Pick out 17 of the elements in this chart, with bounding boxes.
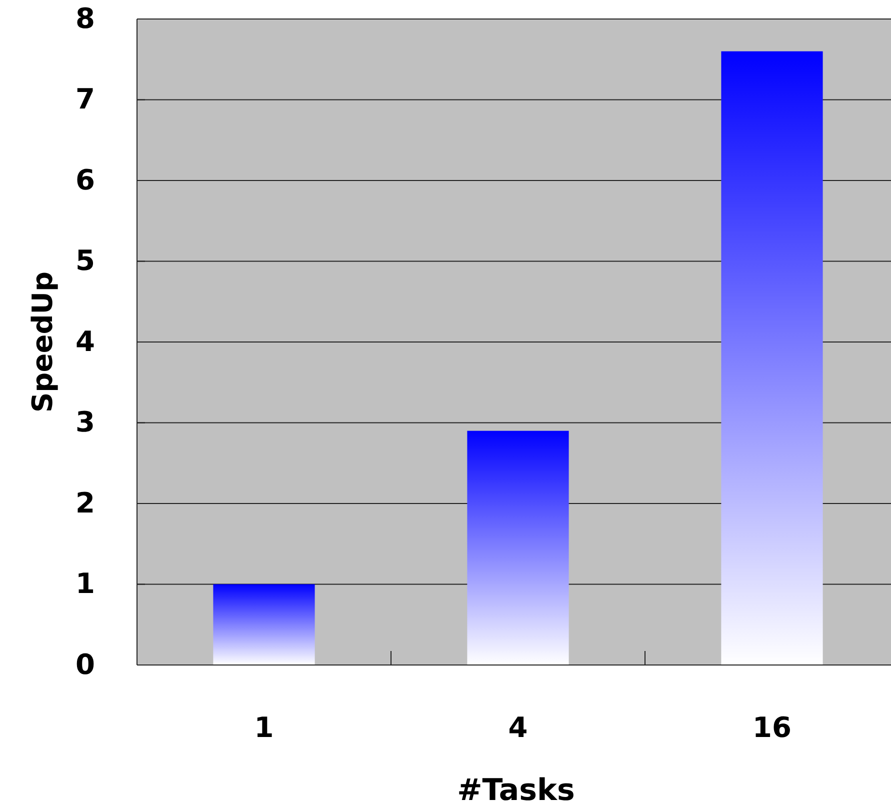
- bar: [213, 584, 315, 665]
- y-tick-label: 6: [76, 163, 95, 196]
- x-tick-label: 4: [508, 710, 528, 744]
- y-tick-label: 8: [76, 2, 95, 35]
- bar: [467, 430, 569, 665]
- x-axis-title: #Tasks: [457, 773, 575, 806]
- y-tick-label: 7: [76, 82, 95, 116]
- y-tick-label: 3: [76, 406, 95, 439]
- x-tick-label: 16: [752, 710, 792, 744]
- y-axis-title: SpeedUp: [26, 271, 59, 413]
- y-tick-label: 4: [76, 324, 95, 358]
- y-tick-label: 0: [76, 648, 95, 681]
- x-tick-label: 1: [254, 710, 274, 744]
- bar: [721, 51, 823, 665]
- y-tick-label: 5: [76, 244, 95, 278]
- y-tick-label: 2: [76, 486, 95, 520]
- y-tick-label: 1: [76, 567, 95, 600]
